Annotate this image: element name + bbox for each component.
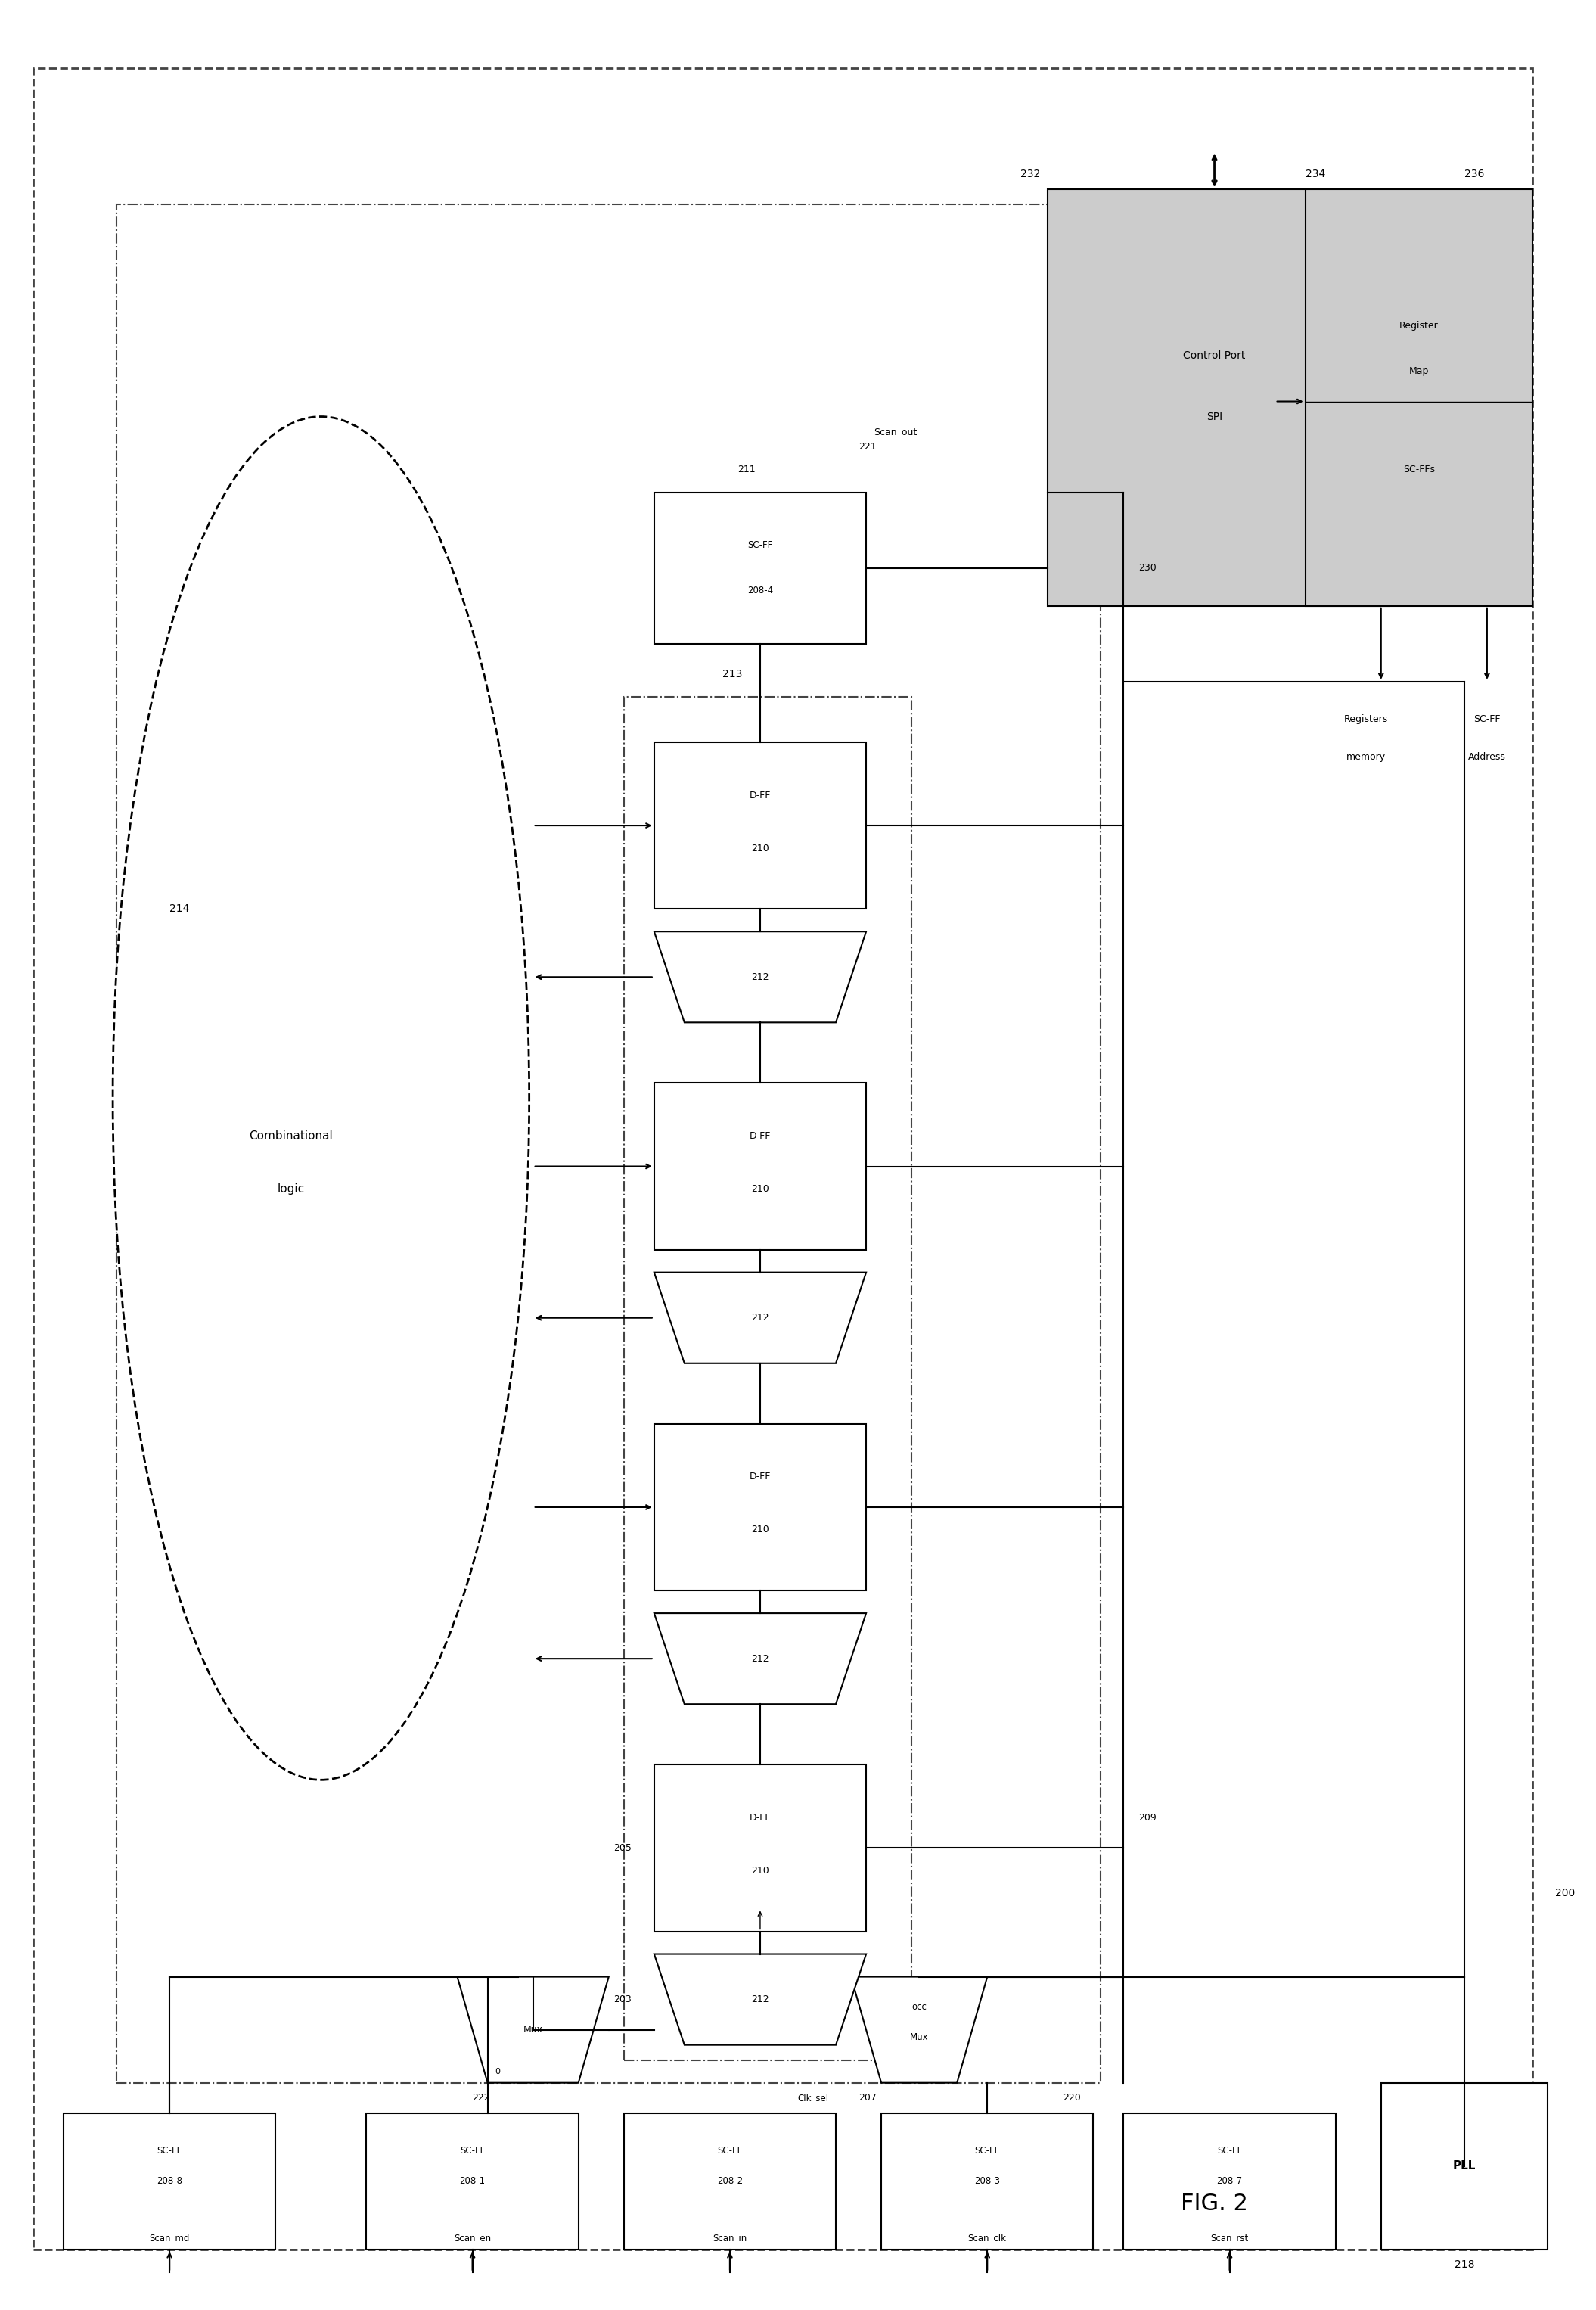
Text: Scan_md: Scan_md (150, 2234, 190, 2243)
Text: Scan_out: Scan_out (873, 427, 918, 437)
Text: Control Port: Control Port (1183, 351, 1245, 360)
Text: 0: 0 (495, 2067, 501, 2074)
Text: 220: 220 (1063, 2093, 1080, 2102)
Text: D-FF: D-FF (750, 1132, 771, 1141)
Text: Address: Address (1468, 753, 1507, 762)
Polygon shape (458, 1977, 608, 2084)
Text: SC-FF: SC-FF (1473, 714, 1500, 725)
Text: 211: 211 (737, 464, 755, 474)
Polygon shape (654, 1954, 867, 2044)
Text: 208-3: 208-3 (975, 2176, 1001, 2185)
Text: Register: Register (1400, 321, 1438, 330)
Text: 208-8: 208-8 (156, 2176, 182, 2185)
Polygon shape (654, 1273, 867, 1363)
Text: logic: logic (278, 1183, 305, 1194)
Text: 210: 210 (752, 1525, 769, 1534)
Text: 210: 210 (752, 843, 769, 852)
Text: FIG. 2: FIG. 2 (1181, 2192, 1248, 2215)
FancyBboxPatch shape (654, 1423, 867, 1592)
Text: SC-FF: SC-FF (975, 2146, 999, 2155)
Text: SC-FF: SC-FF (717, 2146, 742, 2155)
FancyBboxPatch shape (1124, 2114, 1336, 2250)
Text: Scan_in: Scan_in (713, 2234, 747, 2243)
Text: 212: 212 (752, 1994, 769, 2005)
Text: Combinational: Combinational (249, 1130, 332, 1141)
FancyBboxPatch shape (1306, 189, 1532, 605)
Text: Map: Map (1409, 367, 1428, 377)
Text: 210: 210 (752, 1866, 769, 1876)
Polygon shape (654, 1612, 867, 1705)
FancyBboxPatch shape (367, 2114, 578, 2250)
Text: 234: 234 (1306, 169, 1325, 180)
Text: 209: 209 (1138, 1813, 1157, 1823)
Text: 205: 205 (613, 1843, 632, 1853)
FancyBboxPatch shape (654, 1083, 867, 1250)
Text: 212: 212 (752, 1312, 769, 1324)
Text: SPI: SPI (1207, 411, 1223, 423)
Text: 212: 212 (752, 973, 769, 982)
Text: Scan_en: Scan_en (453, 2234, 492, 2243)
Text: 208-1: 208-1 (460, 2176, 485, 2185)
Text: D-FF: D-FF (750, 790, 771, 799)
FancyBboxPatch shape (654, 742, 867, 908)
Text: SC-FF: SC-FF (156, 2146, 182, 2155)
FancyBboxPatch shape (654, 1765, 867, 1931)
Text: Scan_clk: Scan_clk (969, 2234, 1007, 2243)
FancyBboxPatch shape (64, 2114, 276, 2250)
Text: 212: 212 (752, 1654, 769, 1663)
Polygon shape (851, 1977, 988, 2084)
FancyBboxPatch shape (1049, 189, 1389, 605)
FancyBboxPatch shape (654, 492, 867, 644)
Text: SC-FF: SC-FF (460, 2146, 485, 2155)
Text: 214: 214 (169, 903, 190, 915)
Text: SC-FFs: SC-FFs (1403, 464, 1435, 474)
Text: SC-FF: SC-FF (747, 541, 772, 550)
Text: Mux: Mux (523, 2026, 543, 2035)
FancyBboxPatch shape (1381, 2084, 1548, 2250)
Text: 203: 203 (613, 1994, 632, 2005)
Text: PLL: PLL (1452, 2160, 1476, 2171)
Text: D-FF: D-FF (750, 1813, 771, 1823)
Text: 232: 232 (1020, 169, 1041, 180)
Text: 208-4: 208-4 (747, 587, 772, 596)
FancyBboxPatch shape (624, 2114, 836, 2250)
Text: 221: 221 (859, 441, 876, 453)
Text: occ: occ (911, 2003, 927, 2012)
Text: 207: 207 (859, 2093, 876, 2102)
Text: 222: 222 (472, 2093, 490, 2102)
Text: memory: memory (1345, 753, 1385, 762)
Text: Clk_sel: Clk_sel (798, 2093, 828, 2102)
Polygon shape (654, 931, 867, 1023)
FancyBboxPatch shape (881, 2114, 1093, 2250)
Text: 208-7: 208-7 (1216, 2176, 1242, 2185)
Text: Registers: Registers (1344, 714, 1389, 725)
Text: 236: 236 (1464, 169, 1484, 180)
Ellipse shape (113, 416, 530, 1779)
Text: 230: 230 (1138, 564, 1157, 573)
Text: 218: 218 (1454, 2259, 1475, 2271)
Text: 213: 213 (723, 670, 742, 679)
Text: Scan_rst: Scan_rst (1211, 2234, 1248, 2243)
Text: 208-2: 208-2 (717, 2176, 742, 2185)
Text: D-FF: D-FF (750, 1471, 771, 1481)
Text: 200: 200 (1555, 1887, 1575, 1899)
Text: SC-FF: SC-FF (1218, 2146, 1242, 2155)
Text: 210: 210 (752, 1185, 769, 1194)
Text: Mux: Mux (910, 2033, 929, 2042)
